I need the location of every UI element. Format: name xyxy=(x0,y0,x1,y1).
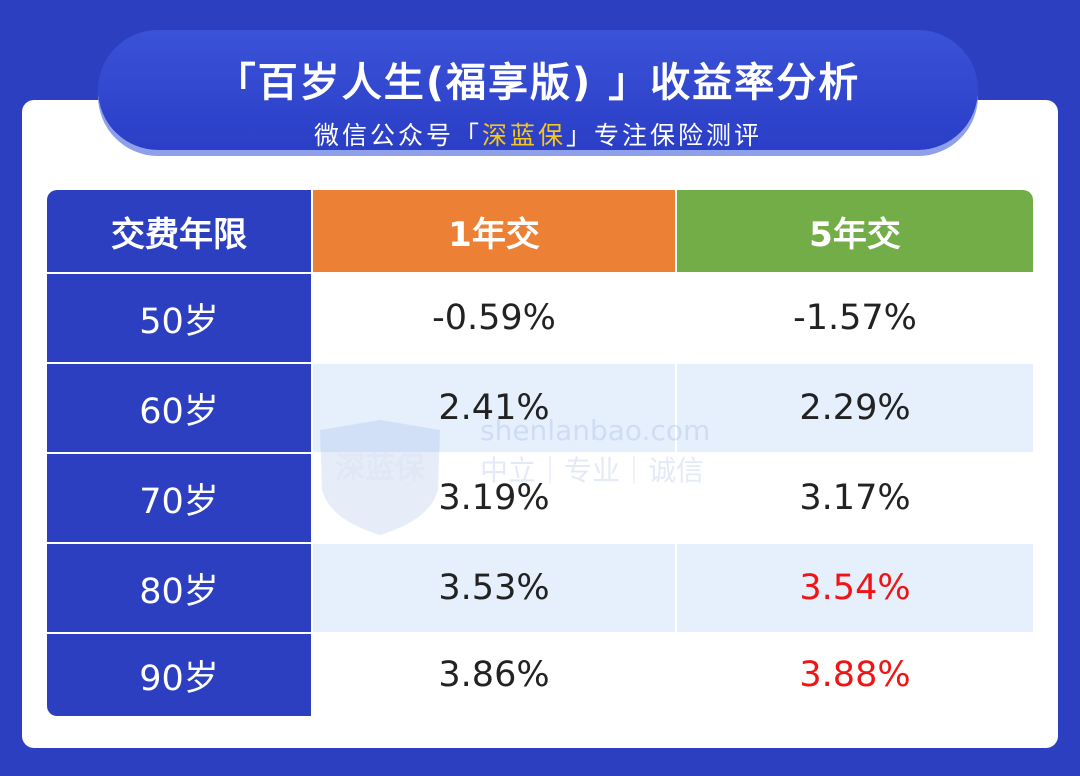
row-label: 50岁 xyxy=(47,274,311,362)
column-header: 5年交 xyxy=(677,190,1033,272)
column-header: 1年交 xyxy=(313,190,675,272)
cell: 3.19% xyxy=(438,478,550,518)
row-label: 90岁 xyxy=(47,634,311,716)
row-label: 70岁 xyxy=(47,454,311,542)
row-label: 60岁 xyxy=(47,364,311,452)
cell: -0.59% xyxy=(432,298,556,338)
cell: 3.17% xyxy=(799,478,911,518)
cell: 3.54% xyxy=(677,544,1033,632)
title: 「百岁人生(福享版) 」收益率分析 xyxy=(215,60,861,106)
subtitle-text: 」专注保险测评 xyxy=(566,121,763,150)
cell: 2.29% xyxy=(677,364,1033,452)
brand: 深蓝保 xyxy=(481,121,566,150)
subtitle: 微信公众号「深蓝保」专注保险测评 xyxy=(98,116,978,152)
column-header: 交费年限 xyxy=(47,190,311,272)
cell: 3.53% xyxy=(313,544,675,632)
row-label: 80岁 xyxy=(47,544,311,632)
cell: -1.57% xyxy=(793,298,917,338)
header: 「百岁人生(福享版) 」收益率分析 微信公众号「深蓝保」专注保险测评 xyxy=(98,30,978,150)
cell: 3.86% xyxy=(438,655,550,695)
table: 交费年限 1年交 5年交 50岁 -0.59% -1.57% 60岁 2.41%… xyxy=(47,190,1033,716)
subtitle-text: 微信公众号「 xyxy=(313,121,482,150)
cell: 2.41% xyxy=(313,364,675,452)
cell: 3.88% xyxy=(799,655,911,695)
